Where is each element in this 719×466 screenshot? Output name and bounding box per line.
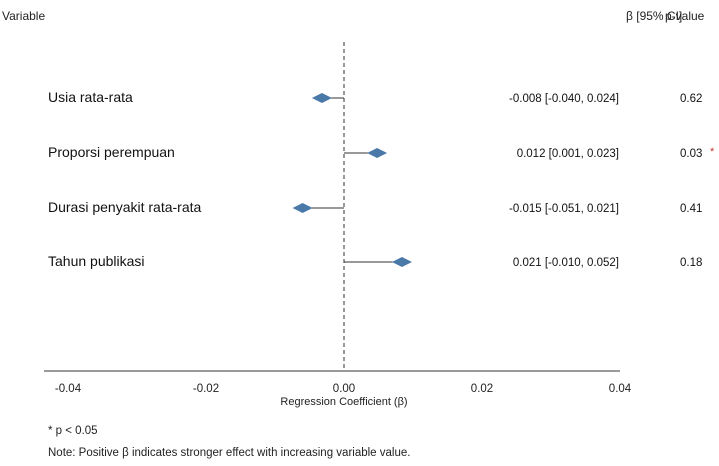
x-axis-label: Regression Coefficient (β) [280,396,407,408]
x-tick-label: 0.00 [333,383,355,395]
p-value: 0.41 [680,203,702,215]
row-label: Tahun publikasi [48,253,145,269]
significance-marker: * [710,146,715,158]
x-tick-label: 0.02 [471,383,493,395]
forest-row: Usia rata-rata -0.008 [-0.040, 0.024] 0.62 [48,89,702,105]
rows: Usia rata-rata -0.008 [-0.040, 0.024] 0.62… [48,89,715,269]
significance-note: * p < 0.05 [48,425,98,437]
p-value: 0.62 [680,93,702,105]
x-axis: -0.04 -0.02 0.00 0.02 0.04 [44,370,632,395]
estimate-marker [292,203,313,213]
header-ci: β [95% CI] [626,9,682,23]
row-label: Usia rata-rata [48,89,133,105]
ci-text: -0.015 [-0.051, 0.021] [509,203,619,215]
row-label: Durasi penyakit rata-rata [48,199,202,215]
ci-text: -0.008 [-0.040, 0.024] [509,93,619,105]
header-pvalue: p-value [665,9,705,23]
forest-row: Durasi penyakit rata-rata -0.015 [-0.051,… [48,199,702,215]
x-tick-label: 0.04 [609,383,632,395]
p-value: 0.03 [680,148,702,160]
p-value: 0.18 [680,257,702,269]
ci-text: 0.012 [0.001, 0.023] [517,148,619,160]
header-row: Variable β [95% CI] p-value [2,9,705,23]
estimate-marker [367,148,388,158]
header-variable: Variable [2,9,45,23]
estimate-marker [391,257,412,267]
estimate-marker [311,93,332,103]
x-tick-label: -0.04 [55,383,82,395]
forest-row: Proporsi perempuan 0.012 [0.001, 0.023] 0.… [48,144,715,160]
row-label: Proporsi perempuan [48,144,175,160]
x-tick-label: -0.02 [193,383,219,395]
interpretation-note: Note: Positive β indicates stronger effe… [48,447,411,459]
ci-text: 0.021 [-0.010, 0.052] [513,257,619,269]
forest-row: Tahun publikasi 0.021 [-0.010, 0.052] 0.18 [48,253,702,269]
